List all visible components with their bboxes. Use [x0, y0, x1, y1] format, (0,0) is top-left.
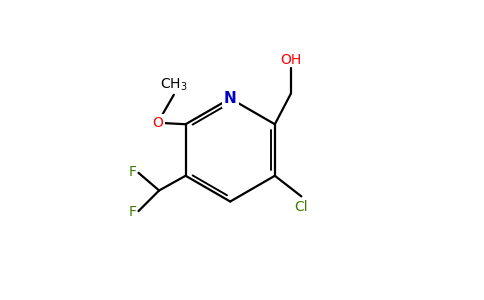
Text: CH$_3$: CH$_3$ [160, 77, 188, 93]
Text: OH: OH [280, 53, 302, 67]
Text: N: N [224, 91, 237, 106]
Text: O: O [152, 116, 163, 130]
Text: Cl: Cl [295, 200, 308, 214]
Text: F: F [128, 165, 136, 179]
Text: F: F [128, 205, 136, 219]
